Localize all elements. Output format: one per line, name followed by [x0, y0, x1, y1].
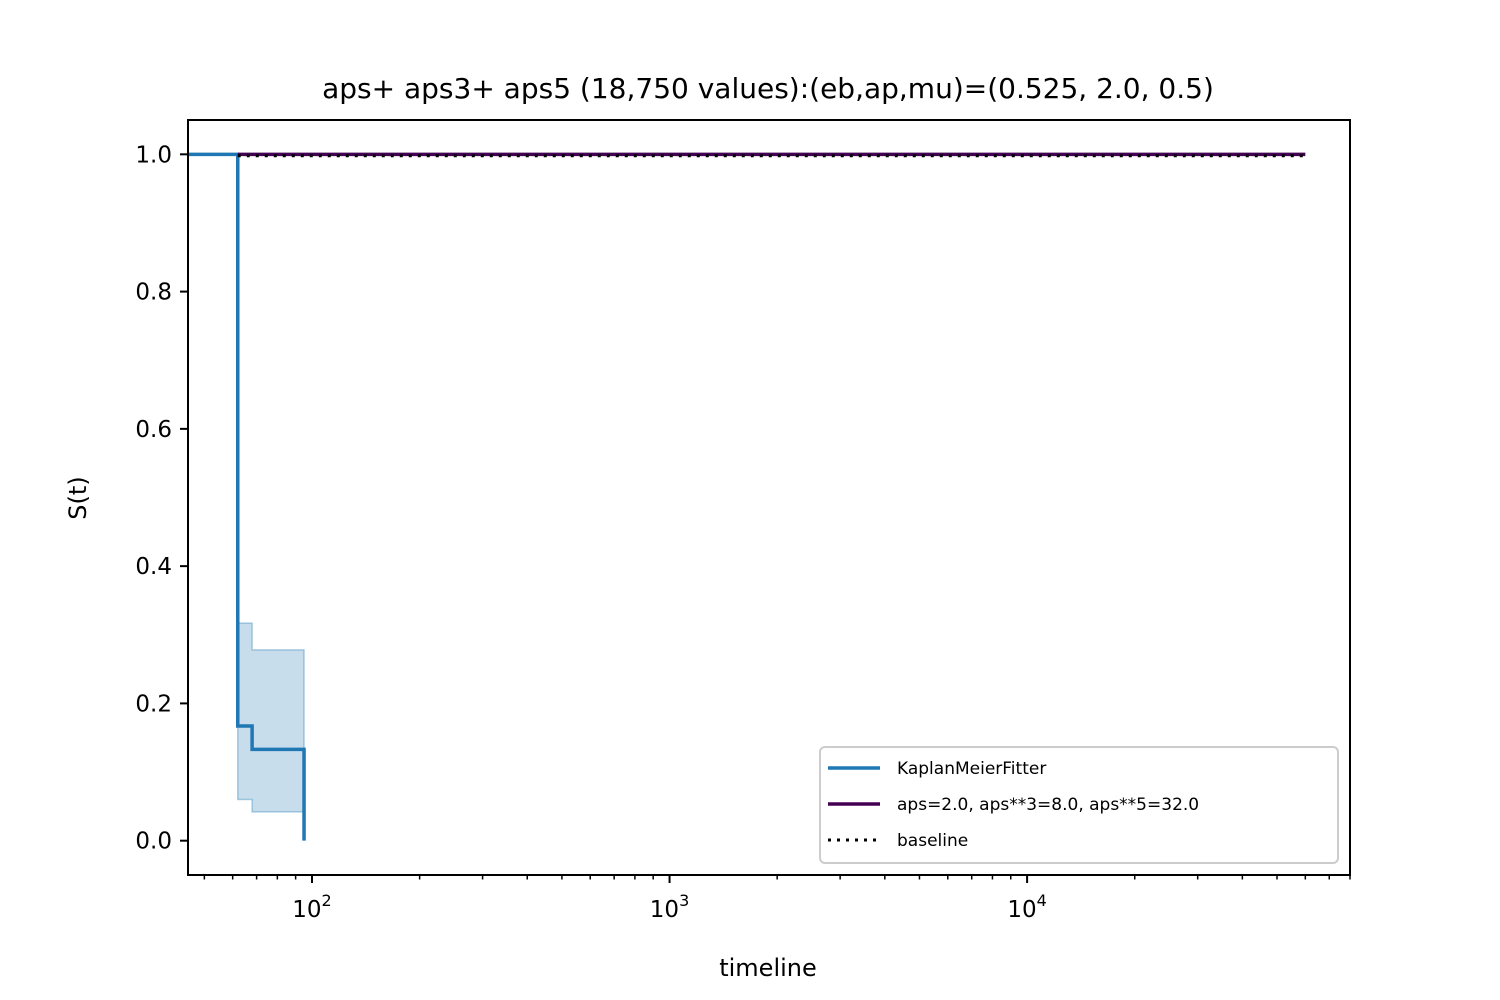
y-tick-label-3: 0.6	[135, 417, 172, 443]
x-axis-label: timeline	[719, 954, 817, 982]
chart-title: aps+ aps3+ aps5 (18,750 values):(eb,ap,m…	[322, 72, 1214, 105]
y-tick-label-2: 0.4	[135, 554, 172, 580]
legend-label-1: aps=2.0, aps**3=8.0, aps**5=32.0	[897, 795, 1199, 815]
y-tick-label-1: 0.2	[135, 691, 172, 717]
x-tick-label-0: 102	[292, 891, 331, 923]
legend-label-2: baseline	[897, 831, 968, 851]
y-tick-label-0: 0.0	[135, 829, 172, 855]
x-tick-label-1: 103	[650, 891, 689, 923]
y-tick-label-5: 1.0	[135, 142, 172, 168]
x-tick-label-2: 104	[1007, 891, 1046, 923]
legend: KaplanMeierFitter aps=2.0, aps**3=8.0, ap…	[820, 747, 1338, 863]
km-confidence-band	[238, 623, 304, 812]
y-tick-label-4: 0.8	[135, 280, 172, 306]
y-axis-label: S(t)	[64, 476, 92, 519]
legend-label-0: KaplanMeierFitter	[897, 759, 1046, 779]
plot-area	[188, 154, 1305, 840]
